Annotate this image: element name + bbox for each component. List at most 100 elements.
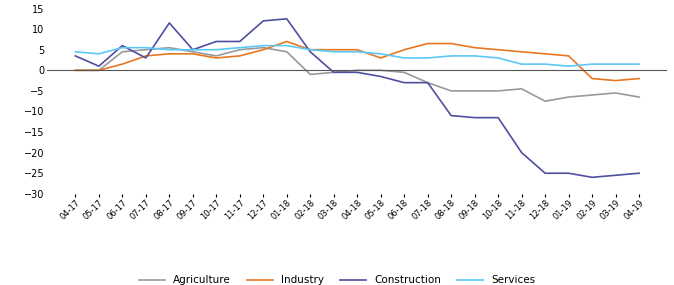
Construction bbox=[142, 56, 150, 60]
Industry bbox=[282, 40, 290, 43]
Agriculture bbox=[470, 89, 479, 93]
Construction bbox=[189, 48, 197, 51]
Construction bbox=[635, 172, 643, 175]
Agriculture bbox=[142, 48, 150, 51]
Agriculture bbox=[541, 99, 549, 103]
Services bbox=[259, 44, 268, 47]
Agriculture bbox=[447, 89, 455, 93]
Agriculture bbox=[119, 50, 127, 54]
Construction bbox=[611, 174, 619, 177]
Construction bbox=[282, 17, 290, 21]
Services bbox=[447, 54, 455, 58]
Industry bbox=[306, 48, 314, 51]
Services bbox=[142, 46, 150, 49]
Industry bbox=[400, 48, 408, 51]
Construction bbox=[377, 75, 385, 78]
Construction bbox=[330, 71, 338, 74]
Agriculture bbox=[95, 69, 103, 72]
Services bbox=[470, 54, 479, 58]
Line: Agriculture: Agriculture bbox=[75, 48, 639, 101]
Line: Industry: Industry bbox=[75, 42, 639, 81]
Industry bbox=[71, 69, 80, 72]
Services bbox=[377, 52, 385, 56]
Agriculture bbox=[282, 50, 290, 54]
Industry bbox=[259, 48, 268, 51]
Services bbox=[494, 56, 502, 60]
Construction bbox=[424, 81, 432, 84]
Industry bbox=[377, 56, 385, 60]
Industry bbox=[518, 50, 526, 54]
Services bbox=[541, 62, 549, 66]
Services bbox=[282, 44, 290, 47]
Industry bbox=[165, 52, 173, 56]
Services bbox=[518, 62, 526, 66]
Agriculture bbox=[353, 69, 361, 72]
Agriculture bbox=[165, 46, 173, 49]
Construction bbox=[306, 50, 314, 54]
Construction bbox=[470, 116, 479, 119]
Agriculture bbox=[400, 71, 408, 74]
Services bbox=[236, 46, 244, 49]
Agriculture bbox=[259, 46, 268, 49]
Industry bbox=[447, 42, 455, 45]
Construction bbox=[447, 114, 455, 117]
Industry bbox=[236, 54, 244, 58]
Agriculture bbox=[611, 91, 619, 95]
Construction bbox=[588, 176, 596, 179]
Services bbox=[565, 64, 573, 68]
Industry bbox=[189, 52, 197, 56]
Industry bbox=[565, 54, 573, 58]
Agriculture bbox=[306, 73, 314, 76]
Agriculture bbox=[330, 71, 338, 74]
Industry bbox=[95, 69, 103, 72]
Industry bbox=[330, 48, 338, 51]
Line: Construction: Construction bbox=[75, 19, 639, 177]
Construction bbox=[165, 21, 173, 25]
Services bbox=[330, 50, 338, 54]
Services bbox=[306, 48, 314, 51]
Services bbox=[400, 56, 408, 60]
Construction bbox=[400, 81, 408, 84]
Industry bbox=[635, 77, 643, 80]
Services bbox=[165, 48, 173, 51]
Services bbox=[353, 50, 361, 54]
Agriculture bbox=[588, 93, 596, 97]
Industry bbox=[611, 79, 619, 82]
Industry bbox=[470, 46, 479, 49]
Industry bbox=[142, 54, 150, 58]
Construction bbox=[494, 116, 502, 119]
Agriculture bbox=[189, 50, 197, 54]
Construction bbox=[119, 44, 127, 47]
Construction bbox=[259, 19, 268, 23]
Agriculture bbox=[424, 81, 432, 84]
Industry bbox=[424, 42, 432, 45]
Construction bbox=[541, 172, 549, 175]
Industry bbox=[494, 48, 502, 51]
Services bbox=[611, 62, 619, 66]
Agriculture bbox=[236, 48, 244, 51]
Services bbox=[424, 56, 432, 60]
Construction bbox=[95, 64, 103, 68]
Services bbox=[119, 46, 127, 49]
Services bbox=[95, 52, 103, 56]
Services bbox=[212, 48, 220, 51]
Legend: Agriculture, Industry, Construction, Services: Agriculture, Industry, Construction, Ser… bbox=[139, 276, 535, 285]
Services bbox=[635, 62, 643, 66]
Agriculture bbox=[377, 69, 385, 72]
Industry bbox=[541, 52, 549, 56]
Construction bbox=[353, 71, 361, 74]
Construction bbox=[236, 40, 244, 43]
Line: Services: Services bbox=[75, 46, 639, 66]
Industry bbox=[212, 56, 220, 60]
Construction bbox=[71, 54, 80, 58]
Services bbox=[588, 62, 596, 66]
Agriculture bbox=[635, 95, 643, 99]
Industry bbox=[588, 77, 596, 80]
Services bbox=[189, 48, 197, 51]
Construction bbox=[212, 40, 220, 43]
Agriculture bbox=[71, 69, 80, 72]
Construction bbox=[565, 172, 573, 175]
Agriculture bbox=[494, 89, 502, 93]
Agriculture bbox=[565, 95, 573, 99]
Agriculture bbox=[212, 54, 220, 58]
